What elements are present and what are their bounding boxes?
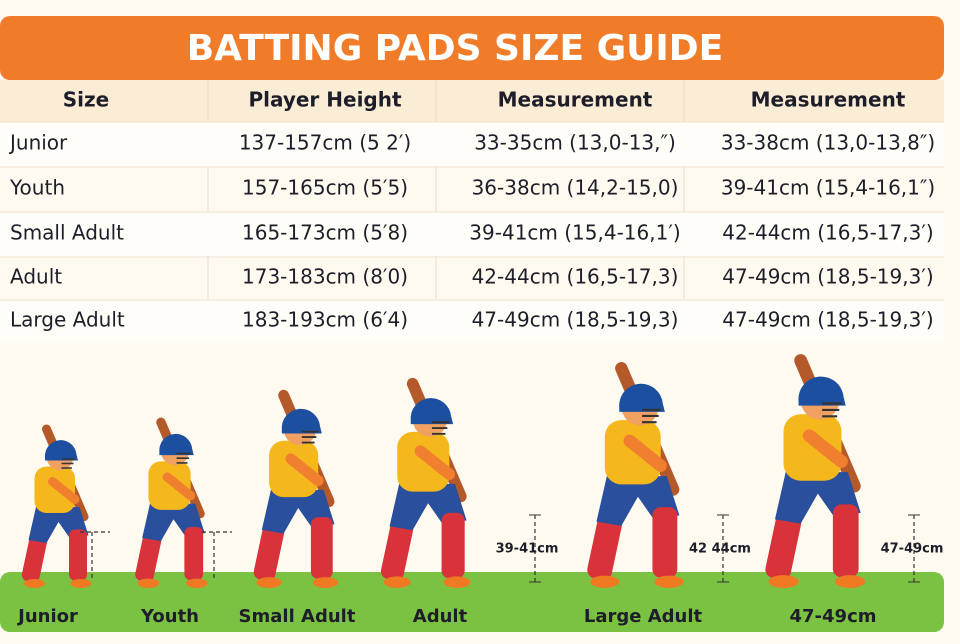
table-header bbox=[0, 80, 944, 122]
size-cell: Junior bbox=[8, 131, 68, 155]
value-cell: 183-193cm (6′4) bbox=[242, 308, 408, 332]
value-cell: 36-38cm (14,2-15,0) bbox=[472, 176, 679, 200]
value-cell: 157-165cm (5′5) bbox=[242, 176, 408, 200]
value-cell: 39-41cm (15,4-16,1″) bbox=[721, 176, 935, 200]
row-band bbox=[0, 212, 944, 256]
value-cell: 137-157cm (5 2′) bbox=[239, 131, 411, 155]
value-cell: 47-49cm (18,5-19,3′) bbox=[722, 308, 933, 332]
figure-label: 47-49cm bbox=[790, 606, 877, 627]
title: BATTING PADS SIZE GUIDE bbox=[187, 28, 724, 69]
column-header: Player Height bbox=[248, 88, 402, 112]
value-cell: 33-35cm (13,0-13,″) bbox=[474, 131, 676, 155]
batter-figure bbox=[764, 361, 865, 588]
value-cell: 165-173cm (5′8) bbox=[242, 221, 408, 245]
column-header: Measurement bbox=[751, 88, 906, 112]
value-cell: 39-41cm (15,4-16,1′) bbox=[469, 221, 680, 245]
value-cell: 47-49cm (18,5-19,3) bbox=[472, 308, 679, 332]
size-cell: Adult bbox=[10, 265, 62, 289]
measure-label: 39-41cm bbox=[496, 542, 559, 557]
batter-figure bbox=[134, 422, 208, 588]
figure-label: Junior bbox=[16, 606, 78, 627]
figures: Junior Youth Small Adult Adult Large Adult 47… bbox=[16, 361, 943, 627]
title-bar bbox=[0, 16, 944, 80]
value-cell: 173-183cm (8′0) bbox=[242, 265, 408, 289]
batter-figure bbox=[380, 384, 471, 588]
size-cell: Small Adult bbox=[10, 221, 124, 245]
row-band bbox=[0, 122, 944, 166]
figure-label: Adult bbox=[413, 606, 468, 627]
ground bbox=[0, 572, 944, 632]
measure-label: 42 44cm bbox=[689, 542, 751, 557]
row-band bbox=[0, 299, 944, 343]
column-header: Size bbox=[63, 88, 109, 112]
figure-label: Small Adult bbox=[239, 606, 356, 627]
size-cell: Youth bbox=[9, 176, 65, 200]
figure-label: Large Adult bbox=[584, 606, 703, 627]
figure-label: Youth bbox=[140, 606, 199, 627]
value-cell: 42-44cm (16,5-17,3) bbox=[472, 265, 679, 289]
batter-figure bbox=[21, 429, 92, 588]
value-cell: 42-44cm (16,5-17,3′) bbox=[722, 221, 933, 245]
value-cell: 47-49cm (18,5-19,3′) bbox=[722, 265, 933, 289]
value-cell: 33-38cm (13,0-13,8″) bbox=[721, 131, 935, 155]
batter-figure bbox=[586, 368, 684, 588]
measure-label: 47-49cm bbox=[881, 542, 944, 557]
table: Size Player Height Measurement Measurement J… bbox=[0, 80, 944, 343]
batter-figure bbox=[252, 395, 338, 588]
size-cell: Large Adult bbox=[10, 308, 125, 332]
column-header: Measurement bbox=[498, 88, 653, 112]
